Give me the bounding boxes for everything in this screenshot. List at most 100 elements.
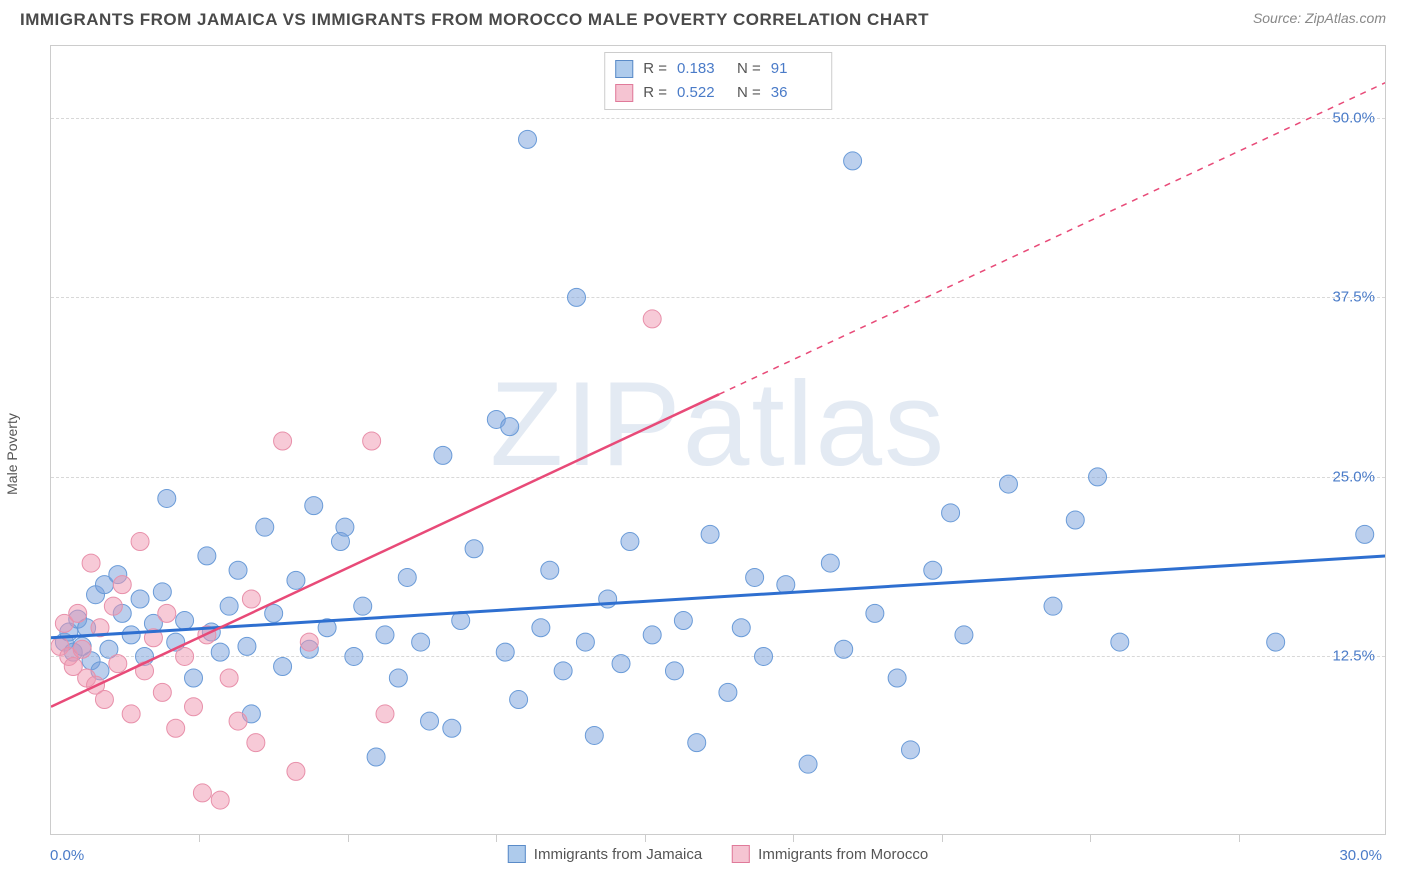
data-point [167, 719, 185, 737]
data-point [69, 604, 87, 622]
data-point [942, 504, 960, 522]
data-point [510, 691, 528, 709]
data-point [888, 669, 906, 687]
data-point [674, 612, 692, 630]
data-point [799, 755, 817, 773]
data-point [643, 310, 661, 328]
data-point [621, 533, 639, 551]
legend-swatch [615, 84, 633, 102]
source-credit: Source: ZipAtlas.com [1253, 10, 1386, 26]
data-point [193, 784, 211, 802]
data-point [924, 561, 942, 579]
data-point [665, 662, 683, 680]
data-point [247, 734, 265, 752]
data-point [501, 418, 519, 436]
data-point [305, 497, 323, 515]
data-point [104, 597, 122, 615]
data-point [220, 669, 238, 687]
data-point [265, 604, 283, 622]
data-point [158, 489, 176, 507]
data-point [576, 633, 594, 651]
data-point [229, 561, 247, 579]
correlation-legend: R =0.183N =91R =0.522N =36 [604, 52, 832, 110]
data-point [274, 432, 292, 450]
data-point [363, 432, 381, 450]
data-point [336, 518, 354, 536]
data-point [238, 637, 256, 655]
plot-area: ZIPatlas 12.5%25.0%37.5%50.0% R =0.183N … [50, 45, 1386, 835]
data-point [122, 705, 140, 723]
data-point [176, 612, 194, 630]
data-point [1267, 633, 1285, 651]
chart-title: IMMIGRANTS FROM JAMAICA VS IMMIGRANTS FR… [20, 10, 929, 30]
data-point [612, 655, 630, 673]
legend-label: Immigrants from Jamaica [534, 846, 702, 863]
x-tick [348, 834, 349, 842]
data-point [389, 669, 407, 687]
scatter-svg [51, 46, 1385, 834]
data-point [434, 446, 452, 464]
r-label: R = [643, 57, 667, 81]
data-point [688, 734, 706, 752]
data-point [153, 683, 171, 701]
data-point [1044, 597, 1062, 615]
data-point [82, 554, 100, 572]
data-point [585, 726, 603, 744]
data-point [821, 554, 839, 572]
r-value: 0.183 [677, 57, 727, 81]
x-tick [645, 834, 646, 842]
data-point [287, 762, 305, 780]
n-label: N = [737, 81, 761, 105]
data-point [176, 647, 194, 665]
data-point [287, 571, 305, 589]
x-tick [793, 834, 794, 842]
data-point [643, 626, 661, 644]
data-point [532, 619, 550, 637]
data-point [211, 791, 229, 809]
data-point [999, 475, 1017, 493]
r-label: R = [643, 81, 667, 105]
r-value: 0.522 [677, 81, 727, 105]
legend-label: Immigrants from Morocco [758, 846, 928, 863]
data-point [198, 547, 216, 565]
data-point [158, 604, 176, 622]
data-point [955, 626, 973, 644]
legend-item: Immigrants from Morocco [732, 845, 928, 863]
n-value: 36 [771, 81, 821, 105]
data-point [376, 626, 394, 644]
data-point [345, 647, 363, 665]
data-point [719, 683, 737, 701]
x-tick [1239, 834, 1240, 842]
n-value: 91 [771, 57, 821, 81]
y-axis-label: Male Poverty [4, 413, 20, 495]
data-point [109, 655, 127, 673]
data-point [1066, 511, 1084, 529]
data-point [274, 658, 292, 676]
data-point [1089, 468, 1107, 486]
data-point [153, 583, 171, 601]
data-point [755, 647, 773, 665]
legend-stat-row: R =0.183N =91 [615, 57, 821, 81]
data-point [136, 662, 154, 680]
data-point [421, 712, 439, 730]
data-point [835, 640, 853, 658]
legend-swatch [732, 845, 750, 863]
data-point [1111, 633, 1129, 651]
data-point [1356, 525, 1374, 543]
x-tick-min: 0.0% [50, 847, 84, 864]
data-point [541, 561, 559, 579]
data-point [746, 568, 764, 586]
data-point [398, 568, 416, 586]
data-point [185, 698, 203, 716]
data-point [95, 691, 113, 709]
data-point [367, 748, 385, 766]
trend-line-extrapolated [719, 82, 1385, 394]
data-point [465, 540, 483, 558]
legend-swatch [615, 60, 633, 78]
data-point [567, 288, 585, 306]
data-point [220, 597, 238, 615]
legend-item: Immigrants from Jamaica [508, 845, 702, 863]
data-point [242, 590, 260, 608]
x-tick [1090, 834, 1091, 842]
data-point [701, 525, 719, 543]
